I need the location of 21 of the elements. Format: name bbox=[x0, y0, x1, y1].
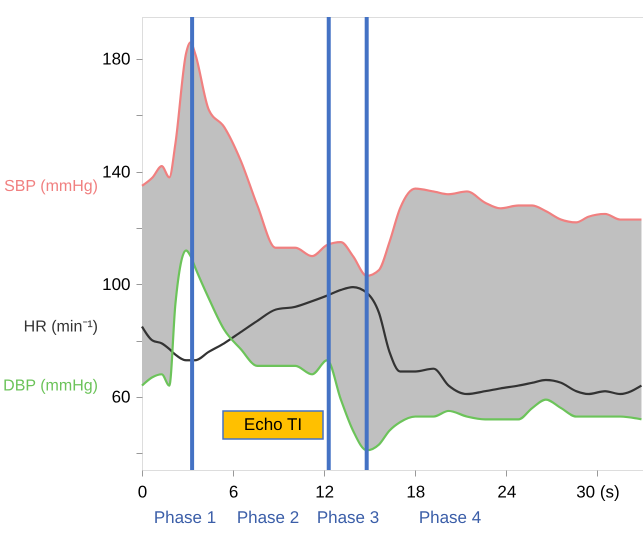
x-tick-label: 12 bbox=[315, 482, 334, 502]
text: Phase 3 bbox=[316, 508, 380, 527]
y-tick-label: 180 bbox=[102, 50, 130, 69]
text: Phase 4 bbox=[418, 508, 482, 527]
x-tick-label: 30 (s) bbox=[576, 482, 620, 502]
annotation: Echo TI bbox=[244, 415, 302, 434]
x-tick-label: 24 bbox=[497, 482, 516, 502]
text: HR (min⁻¹) bbox=[24, 318, 98, 336]
x-tick-label: 6 bbox=[228, 482, 238, 502]
text: Phase 1 bbox=[154, 508, 216, 527]
y-tick-label: 140 bbox=[102, 162, 130, 182]
line-series bbox=[140, 286, 643, 396]
x-tick-label: 0 bbox=[138, 482, 148, 502]
text: Phase 2 bbox=[236, 508, 300, 527]
line-series bbox=[140, 41, 643, 277]
x-tick-label: 18 bbox=[406, 482, 426, 502]
text: SBP (mmHg) bbox=[4, 178, 98, 195]
line-series bbox=[140, 249, 643, 452]
y-tick-label: 60 bbox=[112, 387, 130, 406]
text: DBP (mmHg) bbox=[3, 378, 98, 395]
y-tick-label: 100 bbox=[102, 274, 130, 294]
